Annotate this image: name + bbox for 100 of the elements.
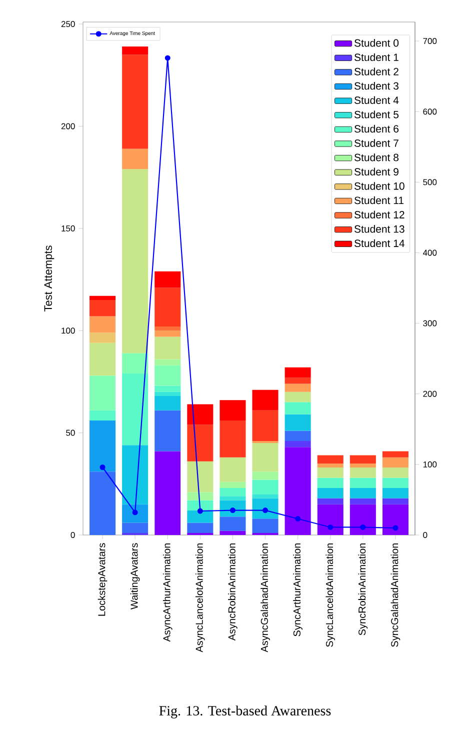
bar (382, 498, 408, 504)
bar (154, 396, 181, 410)
bar (252, 390, 278, 410)
bar (382, 478, 408, 488)
bar (382, 504, 408, 535)
bar (187, 510, 214, 523)
legend-label: Student 8 (354, 153, 399, 162)
point (295, 516, 301, 522)
bar (284, 378, 311, 384)
bar (187, 424, 214, 462)
bar (317, 478, 344, 488)
x-tick-label: LockstepAvatars (98, 543, 108, 616)
legend-label: Student 11 (354, 196, 404, 204)
bar (317, 504, 344, 535)
bar (350, 463, 376, 468)
bar (122, 522, 148, 533)
x-tick-label: WaitingAvatars (130, 543, 140, 610)
bar (122, 445, 148, 504)
bar (154, 359, 181, 366)
bar (317, 488, 344, 498)
legend-label: Student 7 (354, 139, 398, 147)
bar (90, 316, 116, 333)
bar (154, 336, 181, 360)
bar (252, 440, 278, 444)
bar (350, 504, 376, 535)
bar (154, 365, 181, 386)
bar (220, 530, 246, 535)
bar (252, 480, 278, 494)
bar (284, 414, 311, 431)
point (197, 508, 203, 514)
x-tick-label: SyncLancelotAnimation (326, 543, 336, 647)
caption: Fig. 13. Test-based Awareness (159, 706, 331, 718)
bar (382, 451, 408, 458)
bar (317, 498, 344, 504)
y-tick-label: 200 (61, 123, 75, 130)
bar (122, 374, 148, 446)
bar (90, 342, 116, 376)
bar (90, 332, 116, 343)
bar (122, 504, 148, 523)
legend-label: Student 2 (354, 68, 398, 76)
legend-label: Student 13 (354, 225, 404, 233)
bar (90, 376, 116, 410)
y2-tick-label: 700 (423, 38, 437, 44)
bar (187, 404, 214, 425)
bar (154, 386, 181, 392)
y2-tick-label: 100 (423, 461, 437, 468)
legend-label: Student 9 (354, 168, 398, 176)
legend-label: Student 3 (354, 82, 399, 90)
point (392, 525, 398, 531)
legend-label: Student 14 (354, 239, 404, 248)
bar (284, 384, 311, 392)
bar (122, 353, 148, 374)
legend-label: Student 10 (354, 182, 404, 190)
point (328, 524, 334, 530)
bar (252, 443, 278, 472)
y-tick-label: 150 (62, 225, 75, 232)
bar (90, 300, 116, 316)
bar (122, 54, 148, 149)
bar (220, 400, 246, 421)
bar (284, 440, 311, 448)
x-tick-label: SyncGalahadAnimation (390, 543, 400, 647)
y2-tick-label: 0 (423, 532, 428, 538)
legend-label: Student 4 (354, 96, 399, 104)
bar (154, 326, 181, 331)
y-axis-title: Test Attempts (44, 246, 54, 312)
x-tick-label: AsyncArthurAnimation (162, 543, 172, 642)
bar (122, 169, 148, 354)
bar (154, 410, 181, 452)
x-tick-label: AsyncRobinAnimation (228, 543, 238, 641)
bar (317, 455, 344, 464)
bar (350, 455, 376, 464)
bar (252, 518, 278, 533)
bar (284, 430, 311, 441)
bar (382, 457, 408, 468)
bar (187, 461, 214, 492)
bar (154, 330, 181, 337)
y2-tick-label: 500 (423, 179, 437, 186)
bar (252, 498, 278, 519)
point (360, 524, 366, 530)
bar (90, 420, 116, 472)
point (262, 508, 268, 514)
bar (284, 392, 311, 402)
bar (90, 410, 116, 421)
y-tick-label: 100 (62, 328, 75, 334)
legend-label: Student 6 (354, 124, 399, 133)
legend-label: Student 0 (354, 39, 399, 47)
x-tick-label: AsyncLancelotAnimation (196, 543, 205, 652)
bar (122, 46, 148, 55)
bar (154, 392, 181, 396)
bar (220, 457, 246, 482)
y-tick-label: 250 (61, 21, 75, 28)
bar (122, 148, 148, 170)
bar (187, 522, 214, 533)
legend-label: Student 5 (354, 110, 399, 118)
x-tick-label: AsyncGalahadAnimation (260, 543, 270, 652)
bar (284, 447, 311, 535)
bar (284, 402, 311, 414)
bar (187, 500, 214, 510)
bar (382, 468, 408, 478)
bar (350, 468, 376, 478)
